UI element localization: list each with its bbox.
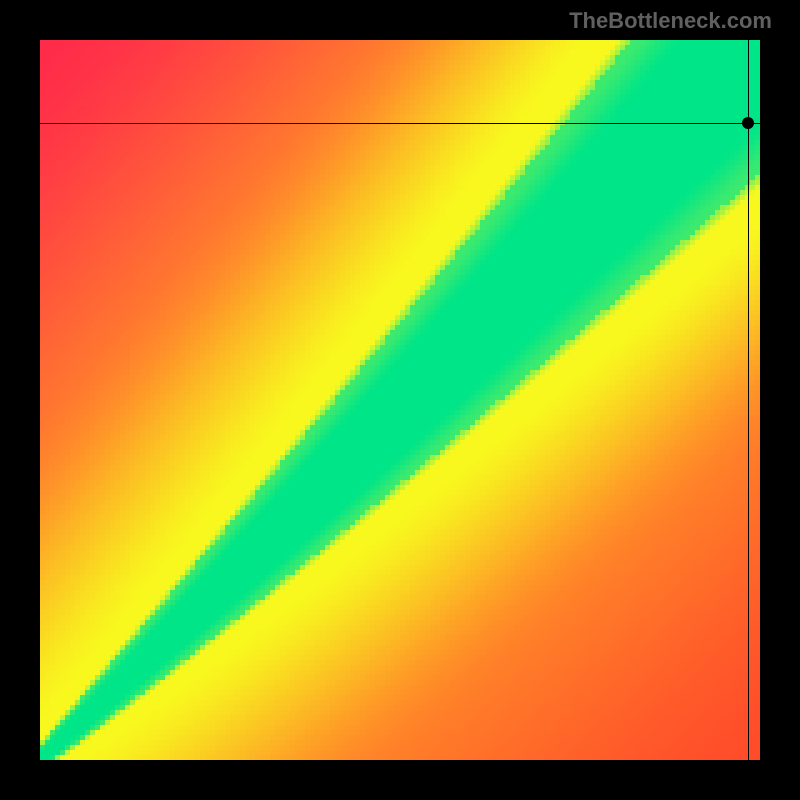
- crosshair-marker: [742, 117, 754, 129]
- crosshair-horizontal: [40, 123, 760, 124]
- watermark-text: TheBottleneck.com: [569, 8, 772, 34]
- heatmap-canvas: [40, 40, 760, 760]
- crosshair-vertical: [748, 40, 749, 760]
- bottleneck-heatmap: [40, 40, 760, 760]
